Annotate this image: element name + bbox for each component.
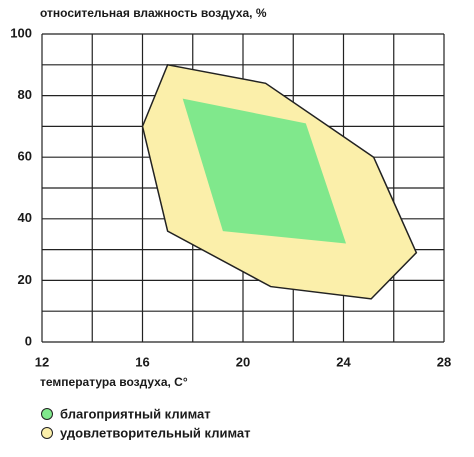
y-tick-label: 20 [18,272,32,287]
y-tick-label: 0 [25,333,32,348]
y-tick-label: 40 [18,210,32,225]
x-tick-label: 24 [336,354,351,369]
x-axis-label: температура воздуха, С° [40,375,188,389]
legend-label: благоприятный климат [60,406,211,421]
x-tick-label: 28 [437,354,451,369]
legend-label: удовлетворительный климат [60,425,251,440]
y-tick-label: 60 [18,149,32,164]
zone [182,98,347,244]
x-tick-label: 20 [236,354,250,369]
y-tick-label: 80 [18,87,32,102]
y-tick-label: 100 [10,25,32,40]
legend-marker [41,408,53,420]
x-tick-label: 16 [135,354,149,369]
x-tick-label: 12 [35,354,49,369]
chart-title: относительная влажность воздуха, % [40,6,267,20]
legend-marker [41,427,53,439]
